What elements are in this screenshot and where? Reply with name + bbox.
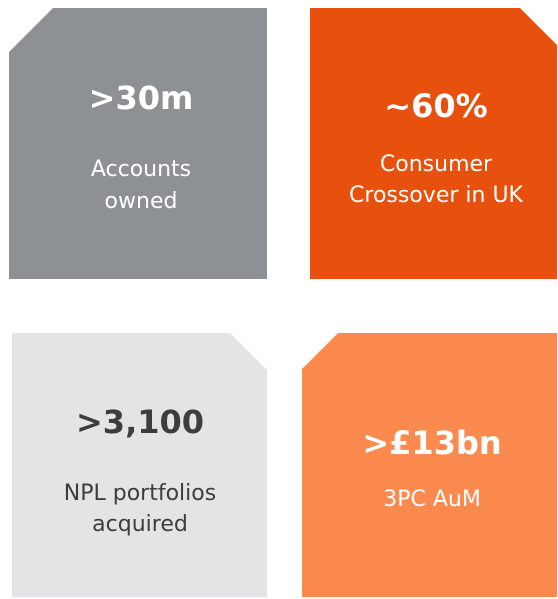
tile-label: NPL portfolios: [64, 481, 216, 506]
tile-value: ~60%: [384, 87, 487, 125]
tile-label: owned: [105, 189, 178, 214]
tile-background: [310, 8, 557, 279]
tile-value: >3,100: [76, 403, 204, 441]
tile-label: Accounts: [91, 157, 191, 182]
tile-background: [302, 333, 557, 597]
tile-background: [9, 8, 267, 279]
tile-label: Crossover in UK: [349, 183, 524, 208]
tile-value: >30m: [89, 79, 194, 117]
tile-label: Consumer: [380, 152, 493, 177]
tile-value: >£13bn: [362, 424, 501, 462]
tile-background: [12, 333, 267, 597]
tile-label: 3PC AuM: [383, 487, 481, 512]
tile-label: acquired: [92, 512, 188, 537]
